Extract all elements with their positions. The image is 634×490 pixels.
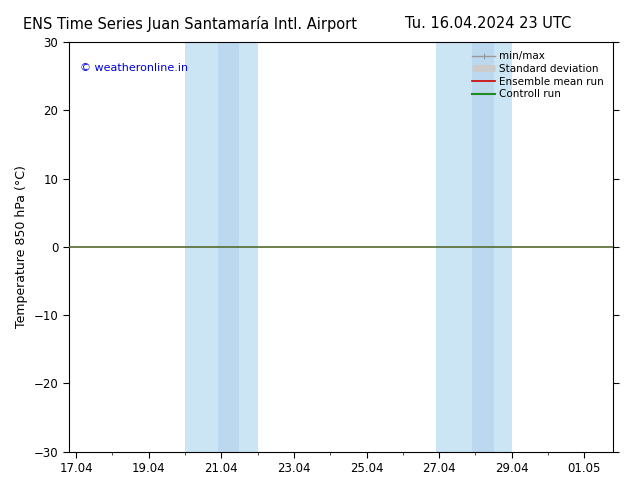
Bar <box>472 42 494 452</box>
Legend: min/max, Standard deviation, Ensemble mean run, Controll run: min/max, Standard deviation, Ensemble me… <box>468 47 608 103</box>
Bar <box>217 42 240 452</box>
Text: Tu. 16.04.2024 23 UTC: Tu. 16.04.2024 23 UTC <box>405 16 571 31</box>
Bar <box>185 42 257 452</box>
Bar <box>436 42 512 452</box>
Text: © weatheronline.in: © weatheronline.in <box>80 63 188 73</box>
Text: ENS Time Series Juan Santamaría Intl. Airport: ENS Time Series Juan Santamaría Intl. Ai… <box>23 16 357 32</box>
Y-axis label: Temperature 850 hPa (°C): Temperature 850 hPa (°C) <box>15 166 28 328</box>
